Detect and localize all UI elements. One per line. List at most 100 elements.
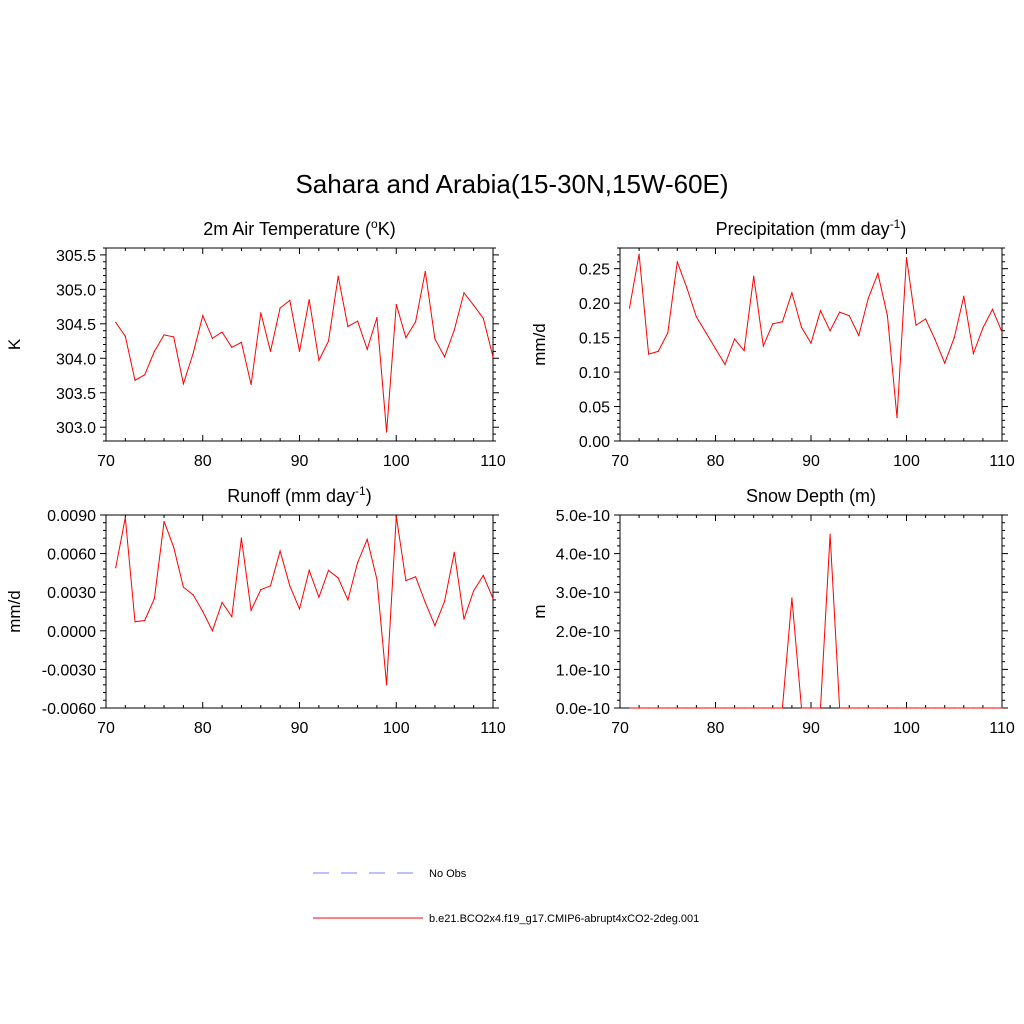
data-point xyxy=(269,350,272,352)
data-point xyxy=(676,707,678,709)
data-point xyxy=(366,538,368,541)
x-tick-label: 100 xyxy=(893,720,920,737)
data-point xyxy=(886,707,889,709)
chart-runoff: 70 80 90 100 110 -0.0060 -0.0030 0.0000 0.0030 0.… xyxy=(5,484,506,737)
y-axis-label: mm/d xyxy=(5,590,24,633)
data-point xyxy=(753,275,755,277)
data-point xyxy=(953,707,955,709)
plot-frame xyxy=(619,247,1003,442)
data-point xyxy=(724,707,726,709)
data-point xyxy=(318,596,320,598)
data-point xyxy=(877,272,879,275)
data-point xyxy=(289,299,291,301)
data-point xyxy=(858,707,860,709)
chart-title-main: Precipitation (mm day xyxy=(716,219,890,239)
x-tick-label: 80 xyxy=(707,720,725,737)
data-point xyxy=(886,314,889,317)
y-tick-label: 0.20 xyxy=(579,296,610,313)
data-point xyxy=(308,569,310,571)
data-point xyxy=(211,630,214,632)
y-tick-label: 0.25 xyxy=(579,262,610,279)
data-point xyxy=(269,585,272,587)
chart-title-main: Runoff (mm day xyxy=(227,486,355,506)
x-tick-label: 90 xyxy=(291,720,309,737)
data-point xyxy=(819,707,822,709)
data-point xyxy=(972,352,974,355)
data-point xyxy=(115,321,117,324)
data-point xyxy=(347,325,349,328)
data-point xyxy=(982,707,984,709)
data-point xyxy=(648,353,650,355)
x-tick-label: 100 xyxy=(893,453,920,470)
chart-title-main: 2m Air Temperature ( xyxy=(203,219,371,239)
y-tick-label: 4.0e-10 xyxy=(556,547,610,564)
data-point xyxy=(482,574,484,577)
series-line xyxy=(115,271,494,433)
y-tick-label: 304.0 xyxy=(56,351,96,368)
data-point xyxy=(638,253,640,255)
chart-precip: 70 80 90 100 110 0.00 0.05 0.10 0.15 0.20 0.25 mm/d… xyxy=(530,217,1015,470)
chart-snow: 70 80 90 100 110 0.0e-10 1.0e-10 2.0e-10 3.0e-10… xyxy=(530,486,1015,737)
data-point xyxy=(405,337,407,339)
data-point xyxy=(376,317,378,319)
data-point xyxy=(134,621,136,623)
data-point xyxy=(1001,331,1003,333)
y-axis-label: K xyxy=(5,338,24,350)
data-point xyxy=(695,316,698,318)
data-point xyxy=(250,609,252,611)
data-point xyxy=(667,332,669,334)
data-point xyxy=(492,598,494,600)
data-point xyxy=(260,589,262,591)
y-tick-label: -0.0030 xyxy=(42,662,96,679)
data-point xyxy=(848,707,850,709)
data-point xyxy=(1001,707,1003,709)
data-point xyxy=(963,707,965,709)
data-point xyxy=(905,257,908,259)
x-tick-label: 110 xyxy=(480,453,506,470)
data-point xyxy=(289,585,291,587)
data-point xyxy=(915,324,917,326)
figure-title: Sahara and Arabia(15-30N,15W-60E) xyxy=(295,169,728,199)
chart-temp: 70 80 90 100 110 303.0 303.5 304.0 304.5 305.0 305… xyxy=(5,217,506,470)
data-point xyxy=(896,416,898,419)
data-point xyxy=(279,307,281,309)
x-tick-label: 70 xyxy=(611,453,629,470)
data-point xyxy=(829,330,831,332)
chart-panels: 70 80 90 100 110 303.0 303.5 304.0 304.5 305.0 305… xyxy=(5,217,1015,737)
data-point xyxy=(240,341,243,344)
data-point xyxy=(638,707,640,709)
data-point xyxy=(327,569,330,571)
data-point xyxy=(686,287,688,289)
series-line xyxy=(629,254,1003,418)
data-point xyxy=(982,327,984,329)
data-point xyxy=(705,707,707,709)
data-point xyxy=(473,304,475,306)
data-point xyxy=(144,374,146,376)
y-tick-label: 0.15 xyxy=(579,331,610,348)
data-point xyxy=(743,350,745,352)
data-point xyxy=(695,707,698,709)
data-point xyxy=(308,299,310,301)
data-point xyxy=(463,618,465,620)
x-tick-label: 110 xyxy=(989,720,1015,737)
data-point xyxy=(753,707,755,709)
data-point xyxy=(395,303,397,306)
data-point xyxy=(124,335,126,337)
data-point xyxy=(385,684,388,686)
x-tick-label: 110 xyxy=(989,453,1015,470)
x-tick-label: 90 xyxy=(802,453,820,470)
y-tick-label: 0.0000 xyxy=(47,624,96,641)
data-point xyxy=(415,576,417,578)
data-point xyxy=(667,707,669,709)
data-point xyxy=(482,317,484,319)
x-tick-label: 80 xyxy=(194,720,212,737)
data-point xyxy=(762,707,764,709)
y-axis-label: m xyxy=(530,604,549,618)
y-tick-label: 304.5 xyxy=(56,317,96,334)
data-point xyxy=(743,707,745,709)
legend-obs-label: No Obs xyxy=(429,868,467,880)
chart-title: Runoff (mm day-1) xyxy=(227,484,371,506)
data-point xyxy=(829,533,831,535)
y-tick-label: -0.0060 xyxy=(42,701,96,718)
data-point xyxy=(781,707,783,709)
